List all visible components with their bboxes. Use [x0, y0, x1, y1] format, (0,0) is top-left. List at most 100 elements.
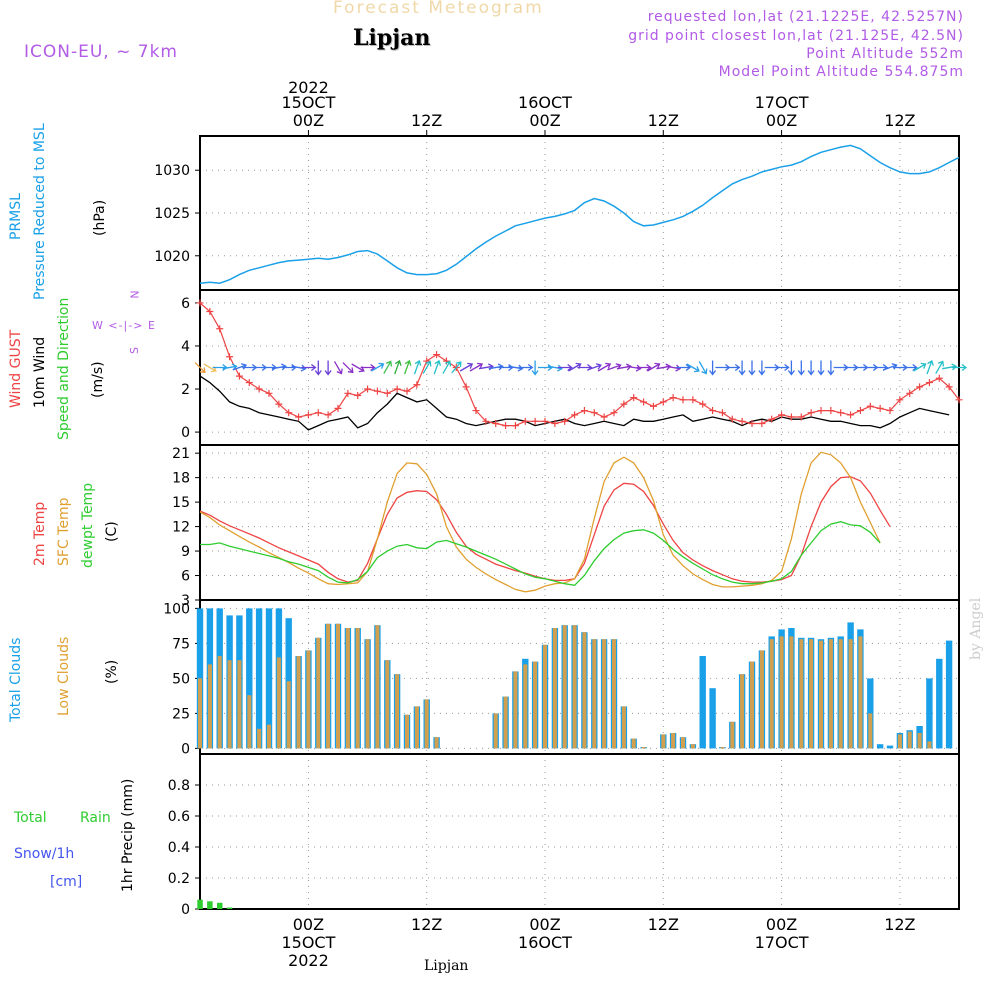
gust-marker — [393, 385, 401, 393]
y-tick-label: 0.2 — [168, 871, 190, 887]
top-axis-tick-label: 15OCT — [281, 93, 335, 112]
compass-we: W <-|-> E — [92, 319, 156, 332]
panel-frame — [199, 599, 960, 755]
bar-total-clouds — [945, 640, 953, 749]
gust-marker — [216, 325, 224, 333]
bar-low-clouds — [740, 674, 745, 749]
bottom-axis-tick-label: 00Z — [529, 915, 560, 934]
gust-marker — [492, 419, 500, 427]
bar-low-clouds — [809, 639, 814, 749]
y-tick-label: 0 — [181, 741, 190, 757]
bar-low-clouds — [345, 628, 350, 749]
gust-marker — [640, 398, 648, 406]
bar-total-clouds — [936, 658, 943, 749]
bar-low-clouds — [769, 639, 774, 749]
chart-title: Forecast Meteogram — [333, 0, 544, 18]
wind-arrow — [817, 360, 825, 376]
footer-station: Lipjan — [424, 958, 469, 974]
wind-arrow — [725, 363, 741, 372]
wind-arrow — [587, 363, 602, 371]
wind-arrow — [666, 364, 682, 372]
gust-marker — [383, 389, 391, 397]
gust-marker — [787, 413, 795, 421]
gust-marker — [580, 407, 588, 415]
bar-low-clouds — [405, 714, 409, 749]
y-tick-label: 25 — [172, 706, 190, 722]
bar-low-clouds — [819, 640, 823, 749]
gust-marker — [718, 409, 726, 417]
bar-total-clouds — [255, 608, 263, 749]
bar-precip — [197, 899, 203, 909]
bar-low-clouds — [395, 674, 400, 749]
gust-marker — [886, 407, 894, 415]
wind-arrow — [935, 360, 945, 374]
series-prmsl — [199, 144, 960, 284]
gust-marker — [906, 389, 914, 397]
gust-marker — [728, 415, 736, 423]
gust-marker — [344, 389, 352, 397]
gust-marker — [226, 353, 234, 361]
wind-arrow — [647, 362, 661, 372]
gust-marker — [620, 400, 628, 408]
bar-low-clouds — [286, 681, 291, 749]
station-name: Lipjan — [353, 25, 431, 51]
gust-marker — [807, 409, 815, 417]
wind-arrow — [797, 360, 805, 376]
bar-low-clouds — [750, 661, 754, 749]
bar-low-clouds — [661, 734, 666, 749]
wind-arrow — [488, 363, 504, 371]
bottom-axis-tick-label: 00Z — [293, 915, 324, 934]
bar-low-clouds — [493, 713, 498, 749]
top-axis-year: 2022 — [288, 78, 329, 97]
bar-precip — [226, 907, 233, 909]
series-sfc-temp — [199, 451, 881, 593]
bar-low-clouds — [641, 747, 646, 749]
bar-low-clouds — [513, 671, 518, 749]
gust-marker — [699, 400, 707, 408]
bar-low-clouds — [621, 706, 626, 749]
y-tick-label: 1030 — [154, 163, 190, 179]
bar-low-clouds — [562, 625, 567, 749]
bar-low-clouds — [336, 623, 340, 749]
wind-arrow — [738, 360, 746, 376]
bar-low-clouds — [198, 678, 202, 749]
gust-marker — [709, 407, 717, 415]
wind-arrow — [271, 363, 287, 371]
gust-marker — [945, 383, 953, 391]
bar-low-clouds — [434, 737, 439, 749]
gust-marker — [827, 407, 835, 415]
y-tick-label: 0.4 — [168, 840, 190, 856]
wind-arrow — [371, 362, 385, 372]
bar-low-clouds — [759, 650, 764, 749]
bar-low-clouds — [582, 632, 587, 749]
gust-marker — [285, 409, 293, 417]
gust-marker — [304, 411, 312, 419]
gust-marker — [866, 402, 874, 410]
bar-total-clouds — [886, 745, 894, 749]
gust-marker — [689, 396, 697, 404]
wind-arrow — [686, 363, 700, 373]
bar-low-clouds — [779, 636, 784, 749]
wind-arrow — [942, 363, 958, 371]
gust-marker — [364, 385, 372, 393]
wind-arrow — [518, 363, 534, 372]
wind-arrow — [902, 363, 918, 372]
y-tick-label: 21 — [172, 446, 190, 462]
bar-precip — [207, 901, 213, 910]
top-axis-tick-label: 12Z — [648, 111, 679, 130]
gust-marker — [314, 409, 322, 417]
gust-marker — [502, 422, 510, 430]
bar-low-clouds — [592, 639, 597, 749]
wind-arrow — [451, 361, 462, 374]
gust-marker — [462, 383, 470, 391]
gust-marker — [649, 402, 657, 410]
bottom-axis-tick-label: 12Z — [884, 915, 915, 934]
wind-arrow — [787, 360, 795, 376]
point-altitude: Point Altitude 552m — [806, 46, 964, 62]
model-altitude: Model Point Altitude 554.875m — [718, 64, 964, 80]
gust-marker — [255, 385, 263, 393]
bar-low-clouds — [868, 713, 873, 749]
bar-low-clouds — [858, 636, 863, 749]
y-tick-label: 6 — [181, 296, 190, 312]
top-axis-tick-label: 12Z — [411, 111, 442, 130]
